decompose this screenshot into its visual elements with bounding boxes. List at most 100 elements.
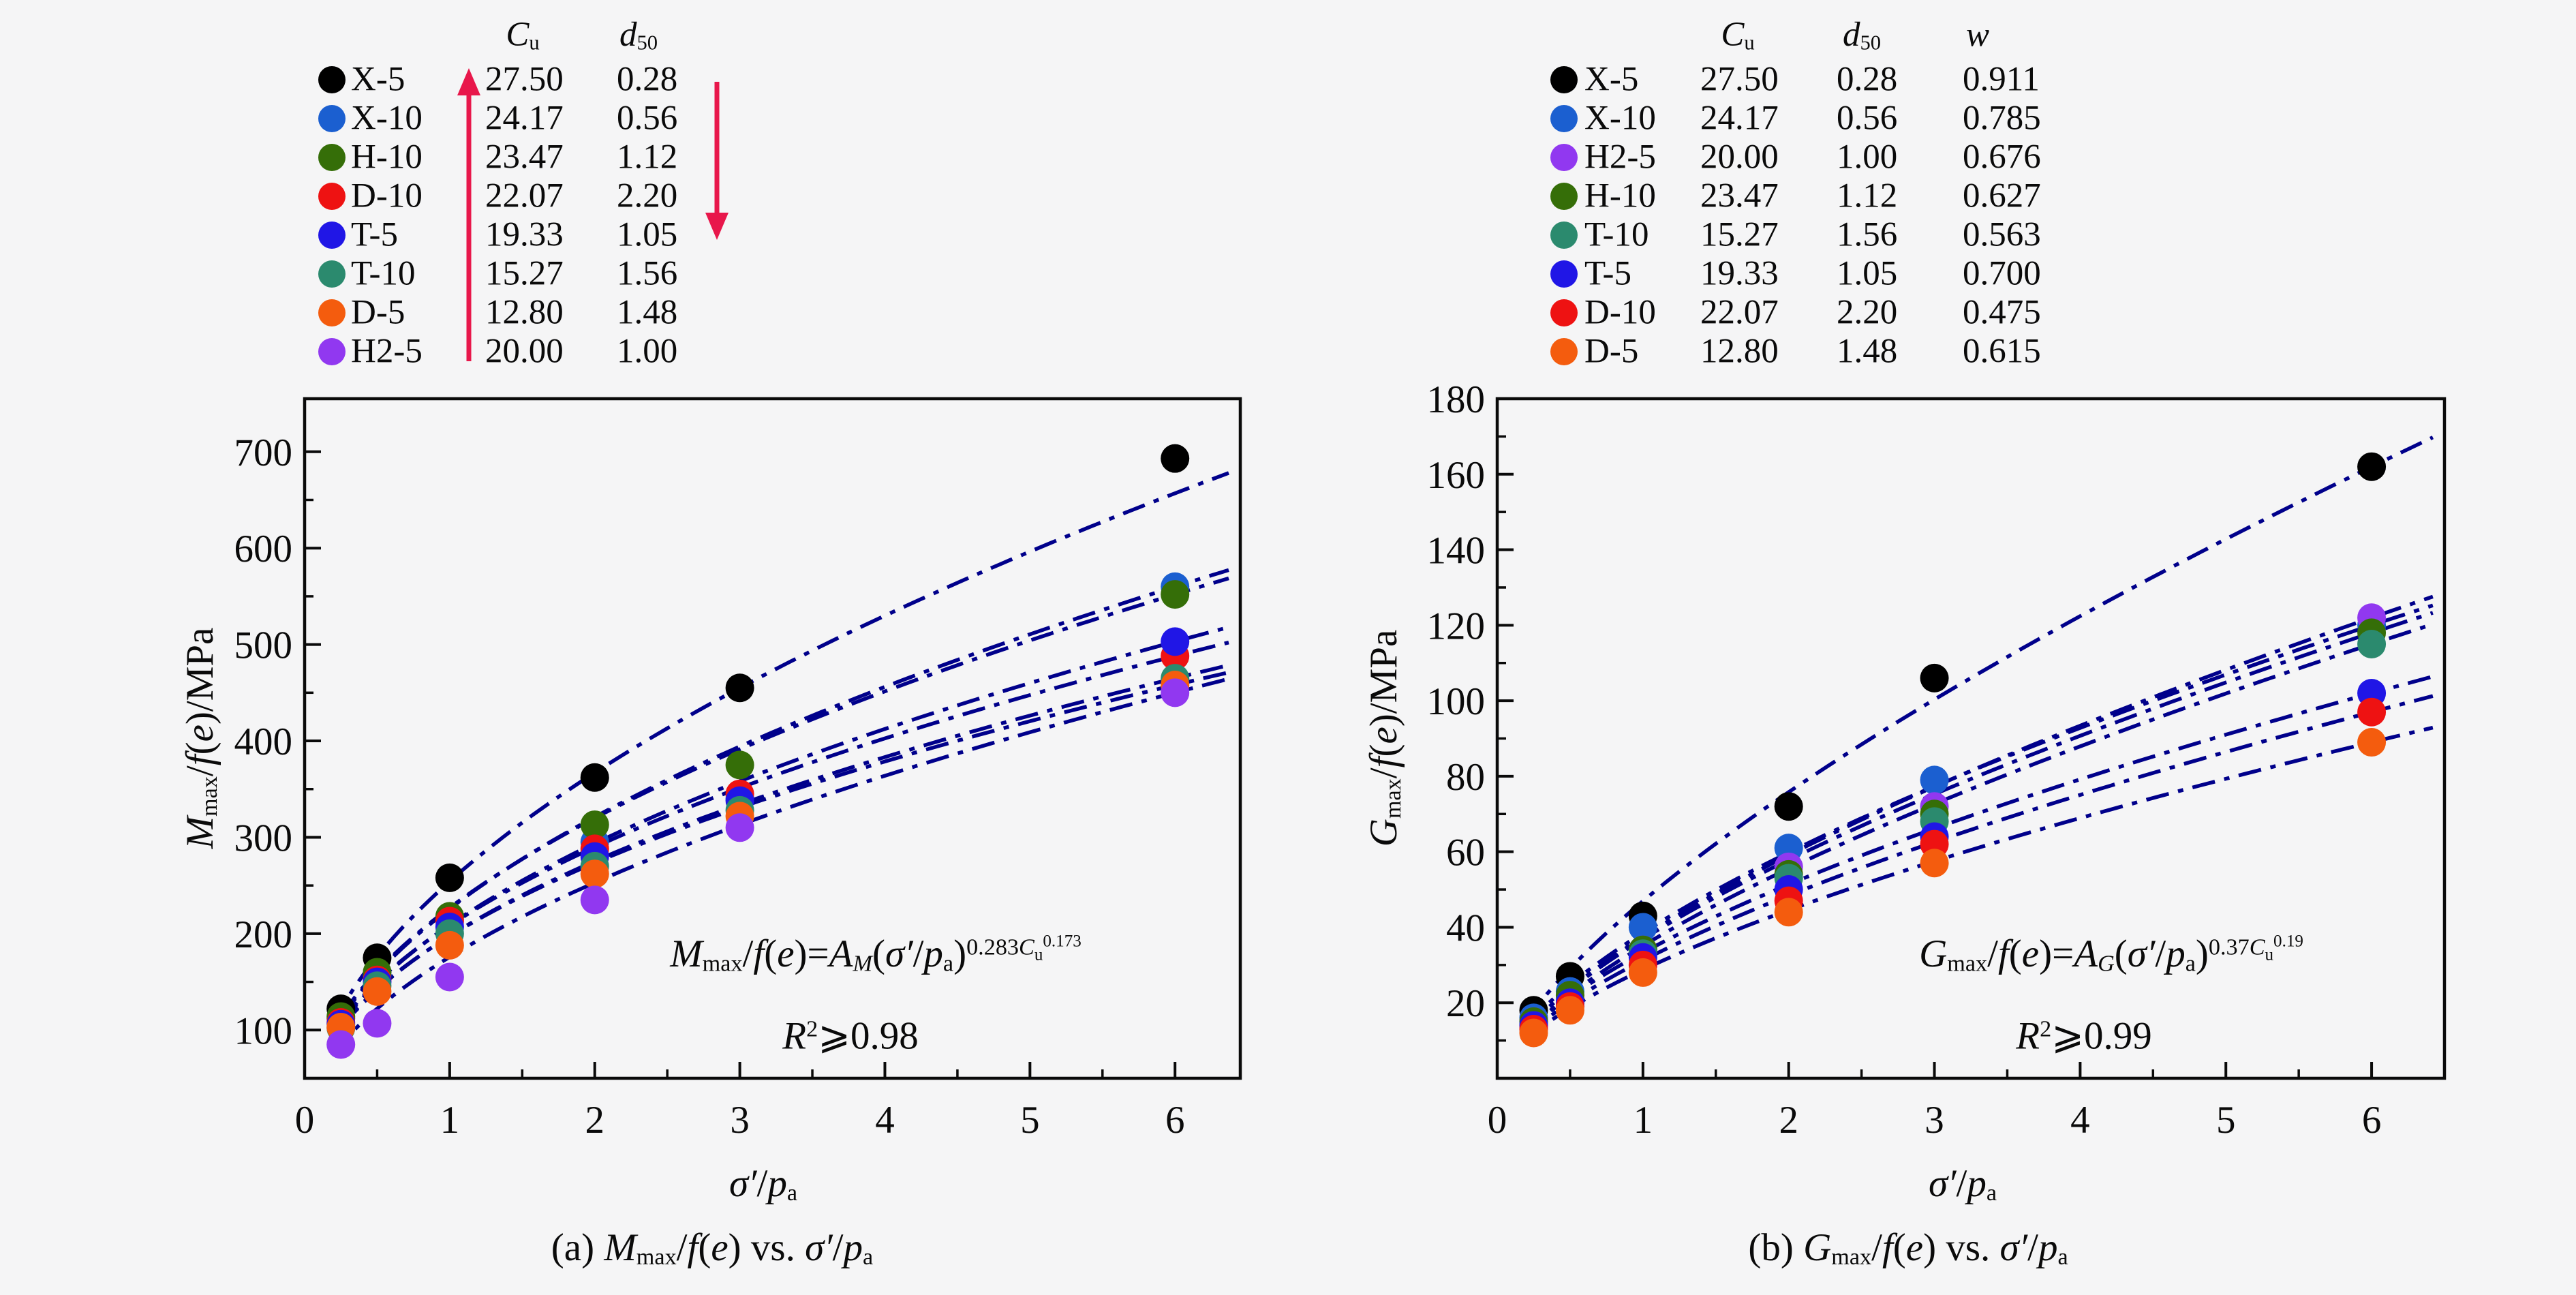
series-label-T-10: T-10 [351,254,416,293]
d50-value: 1.56 [1837,215,1898,254]
text-fragment: f [1362,757,1405,768]
text-fragment: )/MPa [1362,629,1405,727]
text-fragment: M [178,816,221,849]
legend-header-cu: Cu [1721,17,1754,53]
series-points-D-5 [1519,728,2387,1048]
y-tick-label: 700 [234,431,293,474]
data-point-H-10 [725,750,754,780]
cu-value: 22.07 [1700,293,1779,332]
x-tick-label: 2 [585,1099,604,1142]
x-tick-label: 2 [1779,1099,1798,1142]
text-fragment: f [1997,932,2009,976]
text-fragment: max [702,951,743,977]
x-tick-label: 6 [2362,1099,2382,1142]
text-fragment: σ′ [1999,1225,2028,1269]
series-label-X-10: X-10 [1584,99,1656,138]
cu-value: 23.47 [1700,177,1779,215]
series-marker-T-10 [1550,222,1578,249]
text-fragment: σ′ [805,1225,833,1269]
series-label-X-5: X-5 [351,60,405,99]
text-fragment: σ′ [729,1161,757,1205]
cu-value: 24.17 [485,99,564,138]
series-label-D-5: D-5 [351,293,405,332]
text-fragment: a [1986,1180,1997,1206]
data-point-X-10 [1628,913,1657,942]
cu-value: 12.80 [1700,332,1779,371]
text-fragment: ( [2114,932,2128,976]
data-point-H2-5 [435,962,464,992]
d50-value: 1.56 [617,254,678,293]
text-fragment: u [1034,945,1043,964]
text-fragment: 50 [1860,31,1882,55]
plot-frame [303,397,1242,1080]
text-fragment: p [2166,932,2186,976]
data-point-X-10 [1920,765,1949,795]
x-tick-label: 4 [875,1099,895,1142]
legend-table-right: Cu d50 w X-5 27.50 0.28 0.911 X-10 24.17 0.56 0.78… [1547,0,2113,392]
fit-curve-H2-5 [332,677,1229,1055]
d50-value: 1.12 [1837,177,1898,215]
text-fragment: / [1987,932,1998,976]
text-fragment: e [777,932,795,976]
series-marker-X-10 [1550,105,1578,132]
text-fragment: G [1803,1225,1832,1269]
fit-curve-H-10 [1524,611,2434,1031]
fit-curve-H2-5 [1524,594,2434,1031]
text-fragment: p [2038,1225,2058,1269]
series-marker-H2-5 [318,338,346,365]
y-tick-label: 300 [234,817,293,859]
text-fragment: ( [872,932,885,976]
text-fragment: ) vs. [1923,1225,2000,1269]
text-fragment: C [2249,934,2265,960]
cu-increase-arrow [457,68,480,361]
text-fragment: ( [1362,744,1405,757]
data-point-D-5 [1519,1018,1548,1048]
text-fragment: e [1905,1225,1924,1269]
series-points-T-5 [1519,679,2387,1040]
d50-value: 0.56 [1837,99,1898,138]
text-fragment: / [2027,1225,2038,1269]
x-tick-label: 3 [730,1099,750,1142]
data-point-T-10 [2357,630,2387,659]
text-fragment: f [753,932,765,976]
text-fragment: (a) [551,1225,604,1269]
text-fragment: A [2074,932,2098,976]
legend-header-w: w [1966,18,1989,53]
data-point-H-10 [580,810,609,840]
data-point-D-5 [1628,958,1657,987]
series-marker-H-10 [1550,183,1578,210]
text-fragment: e [1362,727,1405,744]
series-marker-D-10 [1550,299,1578,326]
x-axis-title-a: σ′/pa [729,1164,797,1205]
cu-value: 27.50 [485,60,564,99]
text-fragment: ) [953,932,967,976]
x-axis-title-b: σ′/pa [1929,1164,1997,1205]
w-value: 0.627 [1963,177,2041,215]
text-fragment: (b) [1748,1225,1804,1269]
text-fragment: max [1831,1244,1872,1270]
text-fragment: 0.283 [966,934,1019,960]
data-point-D-5 [1774,898,1803,927]
d50-value: 1.00 [617,332,678,371]
text-fragment: max [636,1244,677,1270]
series-label-T-10: T-10 [1584,215,1649,254]
d50-value: 2.20 [617,177,678,215]
series-marker-D-5 [1550,338,1578,365]
data-point-D-5 [435,930,464,960]
text-fragment: a [2057,1244,2068,1270]
series-label-X-10: X-10 [351,99,423,138]
series-points-H2-5 [326,678,1190,1059]
d50-decrease-arrow [705,82,729,240]
legend-trend-arrows [457,68,729,361]
data-point-X-5 [1920,663,1949,692]
y-tick-label: 400 [234,720,293,763]
y-tick-label: 40 [1446,906,1485,949]
text-fragment: / [676,1225,688,1269]
text-fragment: / [1871,1225,1882,1269]
w-value: 0.615 [1963,332,2041,371]
data-point-D-5 [2357,728,2387,757]
text-fragment: ⩾0.99 [2051,1014,2152,1058]
d50-value: 1.48 [617,293,678,332]
x-tick-label: 0 [295,1099,315,1142]
d50-value: 1.05 [1837,254,1898,293]
